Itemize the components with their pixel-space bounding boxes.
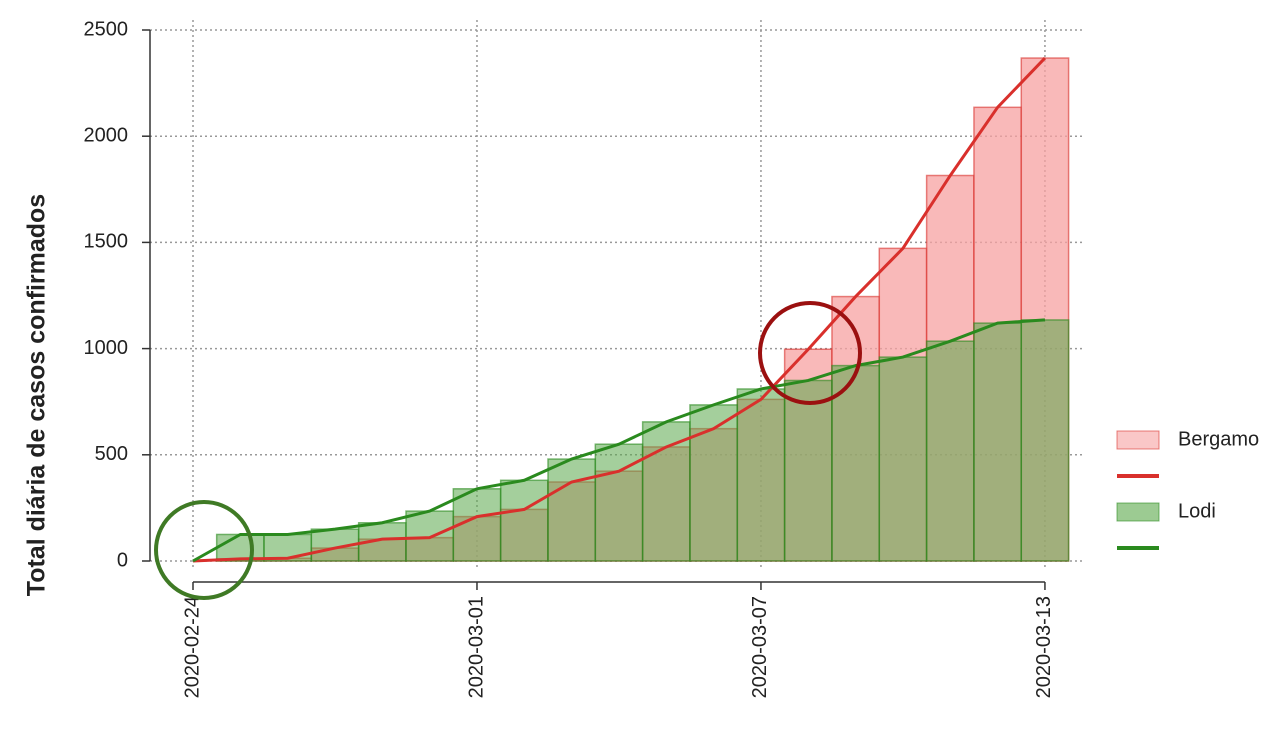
bar bbox=[783, 379, 833, 562]
y-tick-label: 2000 bbox=[84, 124, 129, 146]
bar bbox=[499, 479, 549, 562]
bar bbox=[641, 421, 691, 562]
annotation-circle bbox=[758, 301, 862, 405]
bar bbox=[973, 322, 1023, 562]
x-tick-label: 2020-03-01 bbox=[465, 596, 487, 698]
y-tick-label: 1000 bbox=[84, 337, 129, 359]
annotation-circle bbox=[154, 500, 254, 600]
bar bbox=[689, 404, 739, 562]
bar bbox=[215, 533, 265, 562]
bar bbox=[547, 458, 597, 562]
bar bbox=[1020, 319, 1070, 562]
y-tick-label: 2500 bbox=[84, 18, 129, 40]
x-tick-label: 2020-03-13 bbox=[1033, 596, 1055, 698]
line bbox=[192, 56, 1047, 563]
legend-label: Lodi bbox=[1178, 500, 1216, 522]
legend-swatch bbox=[1116, 502, 1160, 522]
line bbox=[192, 318, 1046, 563]
y-axis-label: Total diária de casos confirmados bbox=[23, 194, 51, 596]
bar bbox=[925, 340, 975, 562]
x-tick-label: 2020-03-07 bbox=[749, 596, 771, 698]
bar bbox=[878, 356, 928, 562]
y-tick-label: 1500 bbox=[84, 231, 129, 253]
x-tick-label: 2020-02-24 bbox=[181, 596, 203, 698]
bar bbox=[263, 533, 313, 562]
bar bbox=[736, 388, 786, 562]
legend-swatch bbox=[1116, 430, 1160, 450]
bar bbox=[831, 364, 881, 562]
legend-label: Bergamo bbox=[1178, 428, 1259, 450]
y-tick-label: 500 bbox=[95, 443, 128, 465]
y-tick-label: 0 bbox=[117, 549, 128, 571]
plot-area: 0 500 1000 1500 2000 2500 2020-02-24 2020-03-01… bbox=[84, 18, 1260, 698]
